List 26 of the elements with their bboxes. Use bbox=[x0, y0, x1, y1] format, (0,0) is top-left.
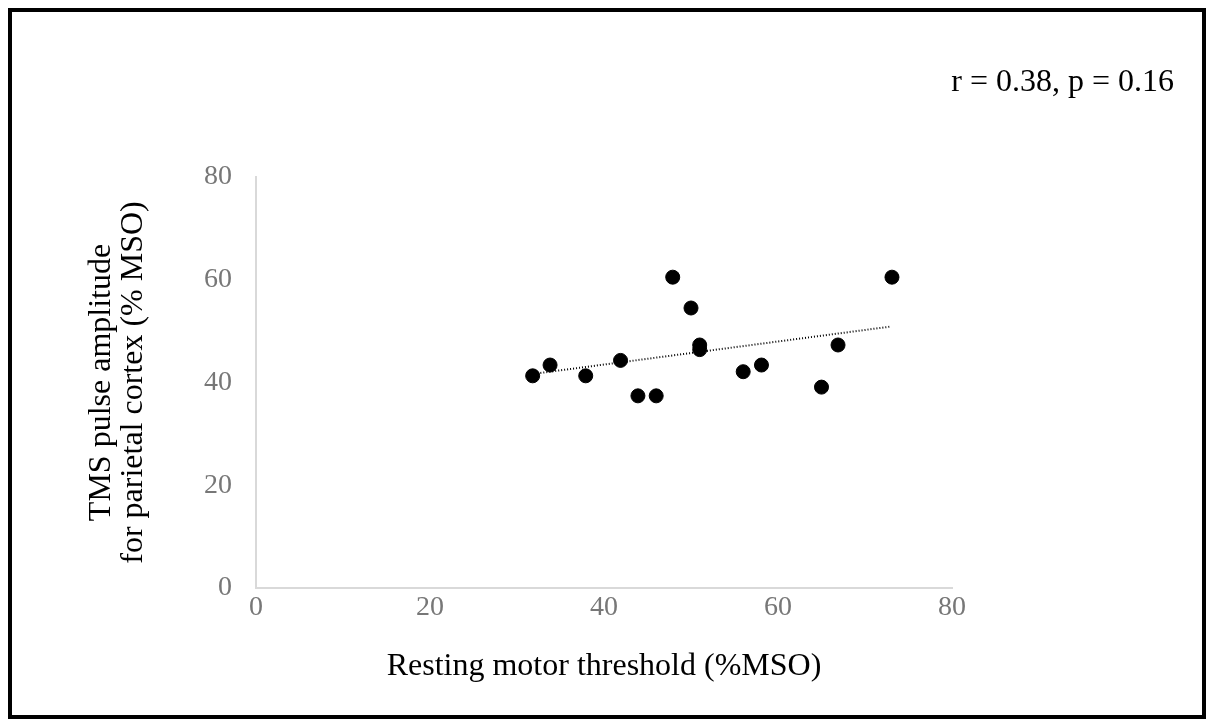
point bbox=[578, 368, 594, 384]
y-tick-label: 60 bbox=[204, 262, 232, 294]
y-axis-title: TMS pulse amplitude for parietal cortex (% MSO) bbox=[81, 201, 150, 564]
text: r = 0.38, p = 0.16 bbox=[951, 62, 1174, 99]
x-tick-label: 60 bbox=[764, 590, 792, 622]
point bbox=[630, 388, 646, 404]
point bbox=[884, 269, 900, 285]
y-tick-label: 80 bbox=[204, 159, 232, 191]
x-tick-label: 0 bbox=[249, 590, 263, 622]
point bbox=[830, 337, 846, 353]
x-tick-label: 40 bbox=[590, 590, 618, 622]
point bbox=[753, 357, 769, 373]
x-tick-label: 20 bbox=[416, 590, 444, 622]
point bbox=[814, 379, 829, 395]
point bbox=[613, 352, 629, 368]
point bbox=[683, 300, 699, 316]
point bbox=[648, 388, 664, 404]
x-tick-label: 80 bbox=[938, 590, 966, 622]
point bbox=[542, 357, 558, 373]
point bbox=[665, 269, 681, 285]
point bbox=[525, 368, 541, 384]
point bbox=[735, 364, 751, 380]
x-axis-title: Resting motor threshold (%MSO) bbox=[386, 646, 822, 683]
y-tick-label: 20 bbox=[204, 467, 232, 499]
y-tick-label: 0 bbox=[218, 570, 232, 602]
y-tick-label: 40 bbox=[204, 364, 232, 396]
